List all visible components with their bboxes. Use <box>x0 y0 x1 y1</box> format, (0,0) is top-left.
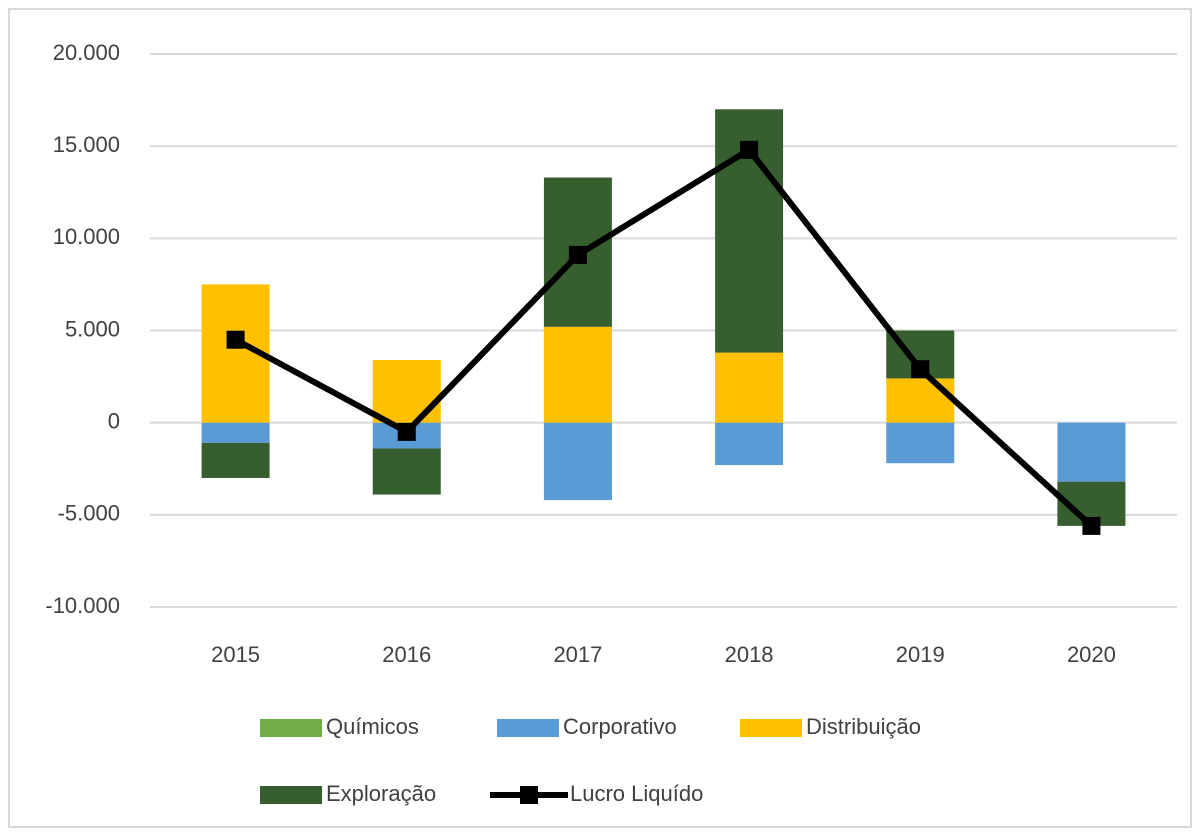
bar <box>372 359 441 423</box>
x-tick-label: 2018 <box>725 642 774 667</box>
legend-label: Exploração <box>326 781 436 806</box>
line <box>234 146 1094 529</box>
legend-swatch <box>740 719 802 737</box>
bar <box>543 326 612 423</box>
y-tick-label: 10.000 <box>53 224 120 249</box>
line-marker <box>226 330 245 349</box>
bar <box>886 378 955 423</box>
bar <box>372 448 441 495</box>
line-marker <box>568 245 587 264</box>
bar <box>715 352 784 423</box>
legend-label: Distribuição <box>806 714 921 739</box>
bar <box>201 442 270 478</box>
legend-swatch <box>260 786 322 804</box>
y-tick-label: -10.000 <box>45 593 120 618</box>
line-marker <box>1082 516 1101 535</box>
x-tick-label: 2019 <box>896 642 945 667</box>
bar <box>201 422 270 443</box>
legend-label: Lucro Liquído <box>570 781 703 806</box>
legend-label: Corporativo <box>563 714 677 739</box>
line-marker <box>740 140 759 159</box>
y-tick-label: 20.000 <box>53 40 120 65</box>
x-tick-label: 2015 <box>211 642 260 667</box>
x-tick-label: 2016 <box>382 642 431 667</box>
x-tick-label: 2017 <box>553 642 602 667</box>
bar <box>886 422 955 464</box>
legend-swatch <box>260 719 322 737</box>
line-marker <box>397 422 416 441</box>
bar <box>543 422 612 501</box>
line-marker <box>911 360 930 379</box>
legend-label: Químicos <box>326 714 419 739</box>
y-tick-label: 15.000 <box>53 132 120 157</box>
y-tick-label: -5.000 <box>58 501 120 526</box>
y-tick-label: 5.000 <box>65 316 120 341</box>
bar <box>715 422 784 466</box>
y-tick-label: 0 <box>108 408 120 433</box>
legend-swatch <box>497 719 559 737</box>
x-tick-label: 2020 <box>1067 642 1116 667</box>
legend-marker <box>520 786 538 804</box>
bar <box>1057 422 1126 482</box>
